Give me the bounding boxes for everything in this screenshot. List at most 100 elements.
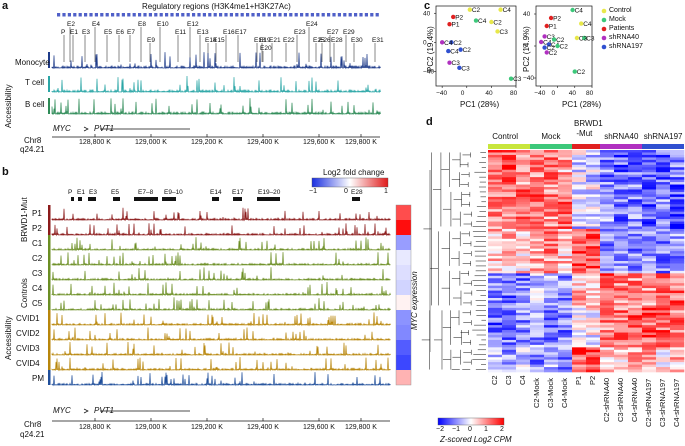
heatmap-cell <box>614 302 629 306</box>
heatmap-cell <box>656 224 671 227</box>
heatmap-cell <box>614 330 629 333</box>
heatmap-cell <box>544 298 559 301</box>
regulatory-region-block <box>240 13 244 17</box>
heatmap-cell <box>544 307 559 311</box>
heatmap-cell <box>544 288 559 291</box>
heatmap-cell <box>586 159 601 163</box>
heatmap-cell <box>558 236 573 240</box>
heatmap-cell <box>600 167 615 171</box>
heatmap-cell <box>530 305 545 309</box>
heatmap-cell <box>502 283 517 286</box>
heatmap-cell <box>656 243 671 247</box>
heatmap-cell <box>544 150 559 153</box>
panel-b-region-block <box>233 197 242 201</box>
pca-point-label: C4 <box>478 18 487 25</box>
heatmap-cell <box>670 251 685 254</box>
heatmap-cell <box>586 224 601 227</box>
heatmap-cell <box>656 167 671 171</box>
heatmap-cell <box>558 293 573 296</box>
heatmap-cell <box>656 332 671 336</box>
heatmap-cell <box>516 243 531 247</box>
region-label: E28 <box>331 37 343 44</box>
heatmap-cell <box>628 231 643 235</box>
track-color-bar <box>48 340 51 355</box>
heatmap-cell <box>642 248 657 252</box>
heatmap-cell <box>614 327 629 331</box>
heatmap-cell <box>656 302 671 306</box>
heatmap-cell <box>502 199 517 203</box>
heatmap-cell <box>502 310 517 314</box>
myc-expression-frame <box>395 204 412 386</box>
heatmap-cell <box>530 164 545 168</box>
regulatory-region-block <box>337 13 341 17</box>
heatmap-cell <box>572 352 587 356</box>
heatmap-cell <box>530 150 545 153</box>
heatmap-cell <box>572 339 587 343</box>
heatmap-cell <box>642 194 657 198</box>
heatmap-cell <box>656 256 671 259</box>
heatmap-cell <box>628 317 643 321</box>
heatmap-cell <box>586 327 601 331</box>
heatmap-cell <box>516 300 531 304</box>
heatmap-cell <box>558 270 573 274</box>
pca-legend-swatch <box>601 26 607 32</box>
heatmap-cell <box>642 278 657 282</box>
heatmap-cell <box>516 317 531 321</box>
heatmap-cell <box>558 354 573 358</box>
heatmap-cell <box>502 327 517 331</box>
heatmap-cell <box>586 221 601 225</box>
heatmap-cell <box>488 357 503 360</box>
heatmap-cell <box>600 275 615 279</box>
panel-b-tick: 129,200 K <box>191 424 223 431</box>
heatmap-cell <box>544 280 559 284</box>
heatmap-cell <box>502 317 517 321</box>
pca-point-label: C3 <box>500 29 509 36</box>
heatmap-cell <box>628 216 643 220</box>
regulatory-region-block <box>348 13 352 17</box>
regulatory-region-block <box>127 13 131 17</box>
heatmap-cell <box>558 238 573 242</box>
heatmap-cell <box>586 196 601 200</box>
heatmap-cell <box>488 224 503 227</box>
pca-xtick-label: 0 <box>461 90 465 97</box>
heatmap-cell <box>628 261 643 264</box>
heatmap-cell <box>544 194 559 198</box>
heatmap-cell <box>656 191 671 195</box>
panel-b-region-block <box>352 197 360 201</box>
track-c5-signal <box>51 297 391 312</box>
regulatory-region-block <box>138 13 142 17</box>
track-c3-signal <box>51 267 391 282</box>
heatmap-cell <box>614 164 629 168</box>
heatmap-cell <box>642 179 657 183</box>
heatmap-cell <box>530 342 545 346</box>
heatmap-cell <box>586 290 601 294</box>
heatmap-cell <box>502 293 517 296</box>
heatmap-cell <box>628 169 643 173</box>
heatmap-cell <box>572 164 587 168</box>
panel-b-region-block <box>162 197 176 201</box>
heatmap-cell <box>614 362 629 365</box>
heatmap-cell <box>502 330 517 333</box>
heatmap-cell <box>628 285 643 289</box>
heatmap-cell <box>614 280 629 284</box>
heatmap-cells <box>488 150 685 373</box>
regulatory-region-block <box>327 13 331 17</box>
pca-point-label: C2 <box>549 50 558 57</box>
pca1-xlabel: PC1 (28%) <box>460 100 500 109</box>
heatmap-cell <box>544 196 559 200</box>
heatmap-cell <box>586 248 601 252</box>
heatmap-legend-tick: −2 <box>436 426 444 433</box>
heatmap-cell <box>670 256 685 259</box>
heatmap-cell <box>670 280 685 284</box>
heatmap-group-bar <box>572 144 600 149</box>
heatmap-cell <box>488 310 503 314</box>
heatmap-cell <box>516 320 531 323</box>
heatmap-cell <box>516 293 531 296</box>
heatmap-cell <box>656 201 671 205</box>
heatmap-cell <box>544 270 559 274</box>
heatmap-cell <box>600 364 615 368</box>
heatmap-cell <box>572 268 587 272</box>
heatmap-cell <box>502 196 517 200</box>
heatmap-cell <box>628 312 643 316</box>
